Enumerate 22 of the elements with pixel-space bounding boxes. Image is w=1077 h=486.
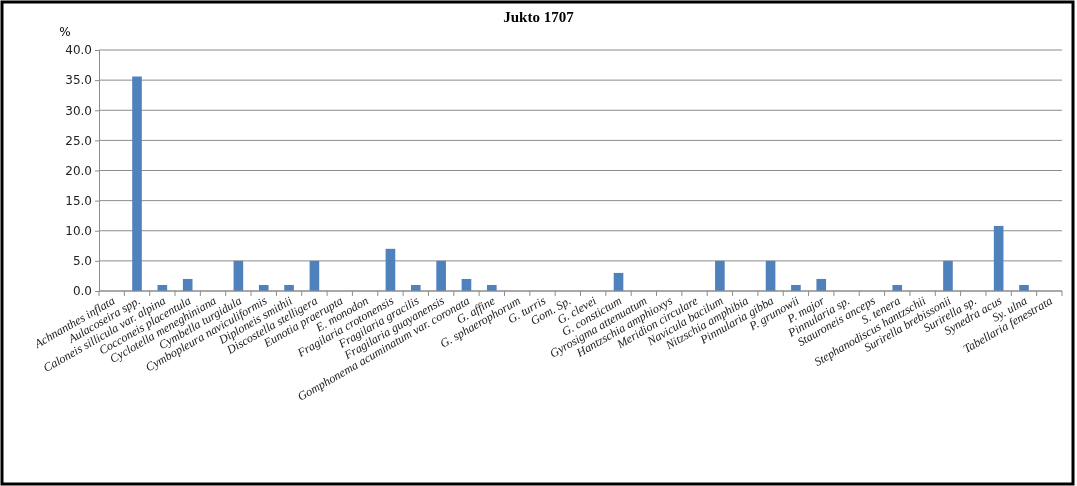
y-tick-label: 20.0: [65, 163, 92, 178]
y-tick-label: 15.0: [65, 193, 92, 208]
bar: [436, 260, 446, 291]
y-axis-title: %: [59, 25, 71, 39]
bar: [765, 260, 776, 291]
bar: [233, 260, 244, 291]
y-tick-label: 5.0: [72, 254, 92, 269]
bar: [132, 76, 142, 291]
y-tick-label: 35.0: [65, 73, 92, 88]
chart-title: Jukto 1707: [503, 9, 575, 25]
bar: [816, 278, 827, 291]
y-tick-label: 10.0: [65, 224, 92, 239]
bar: [943, 260, 953, 291]
y-tick-label: 0.0: [72, 284, 92, 299]
bar: [182, 278, 193, 291]
bar: [309, 260, 320, 291]
bar: [715, 260, 725, 291]
y-tick-label: 40.0: [65, 43, 92, 58]
y-tick-label: 30.0: [65, 103, 92, 118]
y-tick-label: 25.0: [65, 133, 92, 148]
bar: [993, 225, 1004, 291]
bar: [385, 248, 396, 291]
